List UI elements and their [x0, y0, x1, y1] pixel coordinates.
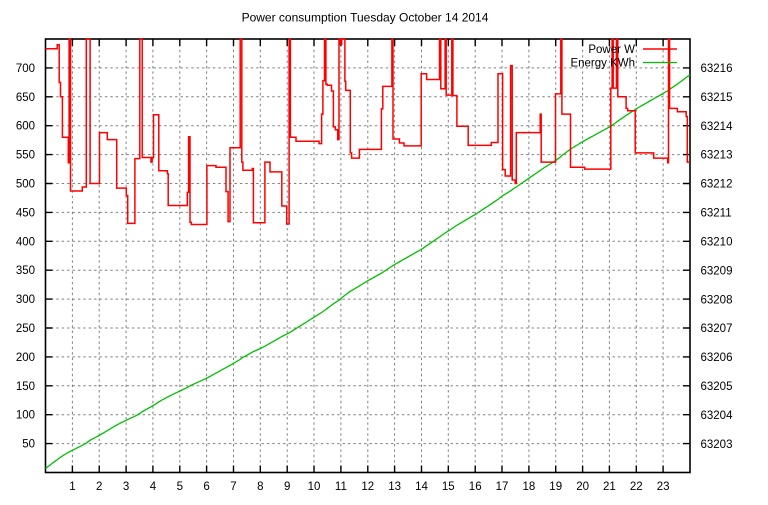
svg-text:63214: 63214: [701, 121, 734, 133]
svg-text:63206: 63206: [701, 352, 733, 364]
svg-text:1: 1: [69, 481, 75, 493]
svg-text:5: 5: [177, 481, 183, 493]
svg-text:300: 300: [16, 294, 35, 306]
svg-text:50: 50: [22, 439, 35, 451]
svg-text:63203: 63203: [701, 439, 733, 451]
svg-text:550: 550: [16, 150, 35, 162]
svg-text:19: 19: [549, 481, 562, 493]
svg-text:6: 6: [203, 481, 209, 493]
svg-text:500: 500: [16, 179, 35, 191]
svg-text:150: 150: [16, 381, 35, 393]
svg-text:18: 18: [523, 481, 536, 493]
svg-text:100: 100: [16, 410, 35, 422]
svg-text:12: 12: [361, 481, 374, 493]
svg-text:16: 16: [469, 481, 482, 493]
svg-text:250: 250: [16, 323, 35, 335]
svg-text:9: 9: [284, 481, 290, 493]
svg-text:15: 15: [442, 481, 455, 493]
svg-text:4: 4: [150, 481, 157, 493]
svg-text:2: 2: [96, 481, 102, 493]
svg-text:450: 450: [16, 207, 35, 219]
svg-text:21: 21: [603, 481, 616, 493]
svg-text:200: 200: [16, 352, 35, 364]
svg-text:63204: 63204: [701, 410, 734, 422]
svg-text:400: 400: [16, 236, 35, 248]
svg-text:23: 23: [657, 481, 670, 493]
svg-text:17: 17: [496, 481, 509, 493]
svg-text:8: 8: [257, 481, 263, 493]
svg-text:350: 350: [16, 265, 35, 277]
svg-text:7: 7: [230, 481, 236, 493]
svg-text:Power consumption Tuesday Octo: Power consumption Tuesday October 14 201…: [242, 11, 489, 25]
svg-text:63215: 63215: [701, 92, 733, 104]
svg-text:63212: 63212: [701, 179, 733, 191]
svg-text:700: 700: [16, 63, 35, 75]
svg-text:Power W: Power W: [588, 44, 635, 56]
svg-text:63209: 63209: [701, 265, 733, 277]
svg-text:63208: 63208: [701, 294, 733, 306]
svg-text:14: 14: [415, 481, 428, 493]
svg-text:22: 22: [630, 481, 643, 493]
svg-text:11: 11: [335, 481, 347, 493]
svg-text:63205: 63205: [701, 381, 733, 393]
svg-text:Energy KWh: Energy KWh: [570, 58, 635, 70]
svg-text:10: 10: [308, 481, 321, 493]
svg-text:20: 20: [576, 481, 589, 493]
svg-text:3: 3: [123, 481, 129, 493]
svg-text:63210: 63210: [701, 237, 733, 249]
svg-text:63211: 63211: [701, 208, 732, 220]
svg-text:650: 650: [16, 92, 35, 104]
svg-text:63213: 63213: [701, 150, 733, 162]
svg-text:63207: 63207: [701, 323, 733, 335]
svg-text:63216: 63216: [701, 63, 733, 75]
svg-text:13: 13: [388, 481, 401, 493]
svg-text:600: 600: [16, 121, 35, 133]
